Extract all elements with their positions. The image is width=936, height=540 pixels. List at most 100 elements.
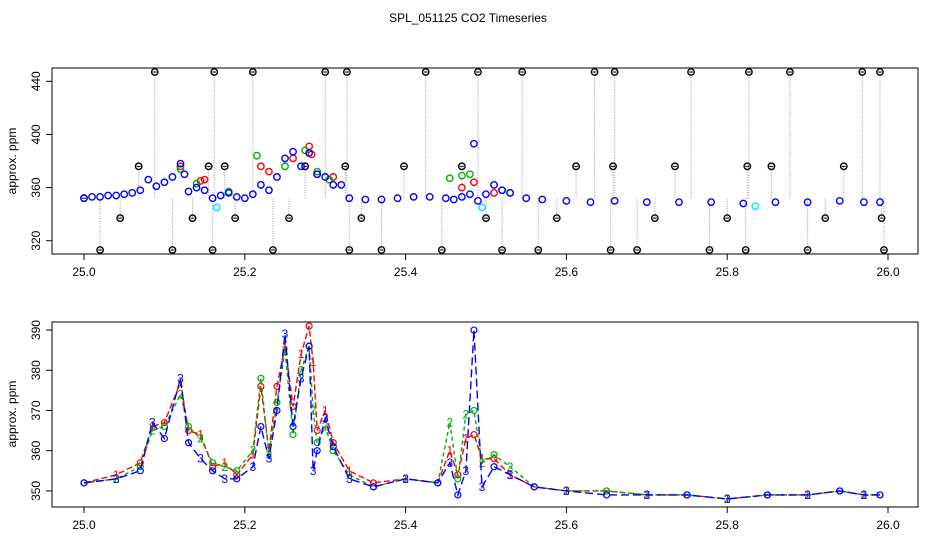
- top-x-tick-label: 25.8: [716, 265, 740, 279]
- series-3-point: [329, 443, 337, 451]
- black-data-point: [269, 246, 277, 254]
- top-panel: 25.0 25.2 25.4 25.6 25.8 26.0 320 360 400 440 app…: [5, 67, 919, 279]
- series-3-point: [160, 435, 168, 443]
- series-1-label: 1: [197, 428, 204, 442]
- series-3-point: [233, 475, 241, 483]
- bottom-x-tick-label: 25.8: [716, 518, 740, 532]
- series-3-point: [305, 342, 313, 350]
- bottom-y-tick-label: 350: [29, 481, 43, 501]
- blue-data-point: [160, 178, 169, 187]
- series-1-line: [83, 325, 880, 500]
- black-data-point: [745, 68, 753, 76]
- blue-data-point: [498, 186, 506, 195]
- red-data-point: [490, 188, 498, 197]
- bottom-y-axis-label: approx. ppm: [5, 381, 19, 448]
- black-data-point: [400, 162, 408, 171]
- red-data-point: [176, 162, 185, 171]
- black-data-point: [341, 162, 350, 171]
- series-2-point: [209, 459, 217, 467]
- series-3-label: 3: [446, 456, 453, 470]
- black-data-point: [803, 246, 812, 254]
- green-data-point: [176, 165, 185, 173]
- blue-data-point: [144, 175, 153, 184]
- blue-data-point: [457, 192, 466, 201]
- blue-data-point: [176, 159, 185, 168]
- black-data-point: [650, 214, 659, 223]
- series-3-point: [602, 491, 611, 499]
- black-data-point: [609, 162, 617, 171]
- series-2-point: [160, 422, 168, 431]
- green-data-point: [466, 170, 474, 179]
- black-data-point: [610, 68, 619, 76]
- series-2-point: [136, 463, 144, 471]
- bottom-x-tick-label: 25.0: [72, 518, 96, 532]
- black-data-point: [633, 246, 642, 254]
- series-1-point: [305, 322, 313, 330]
- series-3-line: [83, 330, 880, 500]
- cyan-data-point: [478, 203, 486, 212]
- series-2-point: [313, 439, 321, 447]
- red-data-point: [256, 162, 265, 171]
- series-2-label: 2: [282, 343, 289, 357]
- blue-data-point: [466, 190, 474, 199]
- bottom-x-tick-label: 25.4: [394, 518, 418, 532]
- series-3-point: [454, 491, 462, 499]
- series-1-label: 1: [298, 347, 305, 361]
- series-3-point: [434, 479, 442, 487]
- black-data-point: [877, 214, 886, 223]
- series-3-label: 3: [282, 327, 289, 341]
- top-y-tick-label: 320: [29, 230, 43, 250]
- series-3-label: 3: [724, 492, 731, 506]
- blue-data-point: [361, 195, 370, 204]
- black-data-point: [116, 214, 125, 223]
- black-data-point: [723, 214, 732, 223]
- blue-data-point: [707, 198, 716, 207]
- black-data-point: [821, 214, 830, 223]
- series-2-label: 2: [346, 468, 353, 482]
- cyan-data-point: [212, 203, 221, 212]
- series-3-label: 3: [177, 371, 184, 385]
- black-data-point: [248, 68, 257, 76]
- series-2-point: [233, 467, 241, 475]
- blue-data-point: [168, 173, 177, 181]
- blue-data-point: [470, 139, 478, 148]
- blue-data-point: [739, 199, 748, 208]
- green-data-point: [281, 162, 289, 171]
- series-3-point: [313, 447, 321, 455]
- black-data-point: [687, 68, 695, 76]
- blue-data-point: [224, 188, 233, 197]
- series-3-point: [273, 406, 281, 415]
- blue-data-point: [538, 195, 547, 204]
- series-3-label: 3: [479, 480, 486, 494]
- blue-data-point: [256, 181, 265, 189]
- series-2-point: [490, 451, 498, 459]
- top-y-tick-label: 400: [29, 124, 43, 144]
- bottom-y-tick-label: 370: [29, 400, 43, 420]
- black-data-point: [767, 162, 776, 171]
- black-data-point: [474, 68, 482, 76]
- bottom-y-tick-label: 390: [29, 320, 43, 340]
- blue-data-point: [610, 196, 619, 205]
- series-3-point: [530, 483, 538, 491]
- blue-data-point: [506, 188, 515, 197]
- series-3-point: [136, 467, 144, 475]
- black-data-point: [457, 162, 466, 171]
- series-2-label: 2: [177, 387, 184, 401]
- black-data-point: [220, 162, 229, 171]
- black-data-point: [498, 246, 506, 254]
- blue-data-point: [305, 149, 314, 157]
- blue-data-point: [449, 195, 458, 204]
- green-data-point: [252, 151, 261, 160]
- black-data-point: [552, 214, 561, 223]
- bottom-x-tick-label: 26.0: [876, 518, 900, 532]
- series-3-point: [683, 491, 691, 499]
- black-data-point: [188, 214, 197, 223]
- blue-data-point: [474, 196, 482, 205]
- black-data-point: [321, 68, 330, 76]
- blue-data-point: [136, 186, 145, 195]
- series-3-label: 3: [643, 488, 650, 502]
- series-1-point: [470, 431, 478, 439]
- series-2-label: 2: [149, 424, 156, 438]
- blue-data-point: [337, 181, 346, 189]
- black-data-point: [590, 68, 599, 76]
